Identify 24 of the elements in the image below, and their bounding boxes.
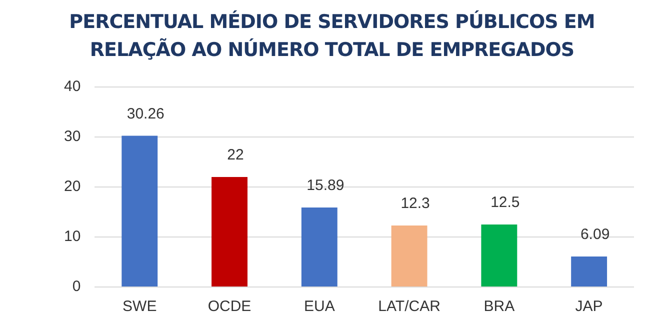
bar — [212, 177, 248, 286]
x-tick-label: SWE — [122, 298, 157, 316]
x-tick-label: OCDE — [208, 298, 252, 316]
data-label: 12.5 — [490, 194, 520, 212]
bar — [301, 208, 338, 286]
y-tick-label: 20 — [64, 178, 81, 196]
bar — [571, 256, 608, 286]
y-tick-label: 40 — [64, 78, 81, 96]
data-label: 22 — [227, 146, 244, 164]
data-label: 15.89 — [306, 177, 344, 194]
bar — [391, 226, 428, 286]
y-tick-label: 0 — [72, 278, 81, 296]
x-tick-label: EUA — [304, 298, 335, 316]
bar — [122, 136, 158, 286]
data-label: 6.09 — [580, 226, 610, 244]
x-tick-label: JAP — [575, 298, 603, 316]
data-label: 30.26 — [126, 105, 164, 122]
data-label: 12.3 — [400, 195, 430, 212]
x-tick-label: BRA — [484, 298, 515, 316]
chart-title: PERCENTUAL MÉDIO DE SERVIDORES PÚBLICOS EM RELAÇÃO AO NÚMERO TOTAL DE EMPREGADOS — [68, 9, 596, 63]
y-tick-label: 30 — [64, 128, 81, 146]
bar — [481, 224, 518, 286]
x-tick-label: LAT/CAR — [378, 298, 441, 316]
y-tick-label: 10 — [64, 228, 81, 246]
